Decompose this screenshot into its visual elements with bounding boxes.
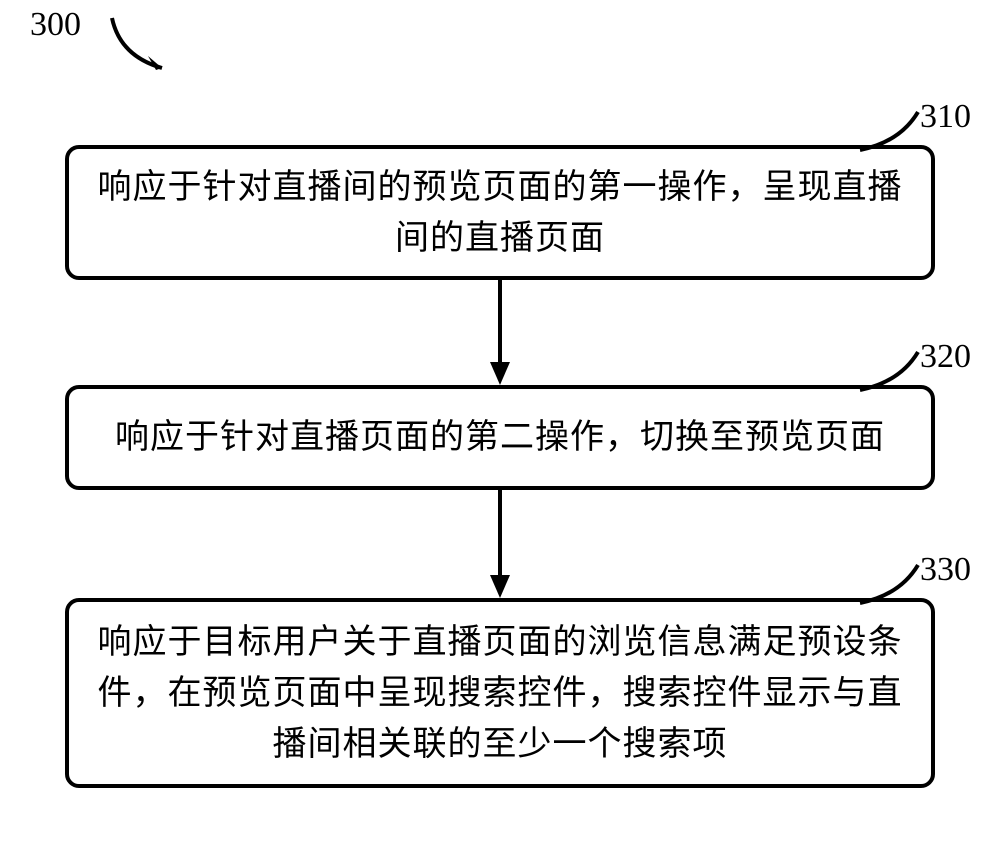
figure-ref-label: 300 xyxy=(30,8,81,42)
flow-step-320: 响应于针对直播页面的第二操作，切换至预览页面 xyxy=(65,385,935,490)
flow-step-310-text: 响应于针对直播间的预览页面的第一操作，呈现直播间的直播页面 xyxy=(87,162,913,264)
flowchart-canvas: 300 响应于针对直播间的预览页面的第一操作，呈现直播间的直播页面 310 响应… xyxy=(0,0,1000,845)
arrow-310-to-320 xyxy=(490,280,510,385)
flow-step-320-label: 320 xyxy=(920,340,971,374)
flow-step-310-label: 310 xyxy=(920,100,971,134)
flow-step-310: 响应于针对直播间的预览页面的第一操作，呈现直播间的直播页面 xyxy=(65,145,935,280)
flow-step-320-leader xyxy=(860,352,918,390)
flow-step-320-text: 响应于针对直播页面的第二操作，切换至预览页面 xyxy=(115,412,885,463)
flow-step-330-text: 响应于目标用户关于直播页面的浏览信息满足预设条件，在预览页面中呈现搜索控件，搜索… xyxy=(87,617,913,770)
flow-step-330: 响应于目标用户关于直播页面的浏览信息满足预设条件，在预览页面中呈现搜索控件，搜索… xyxy=(65,598,935,788)
flow-step-330-leader xyxy=(860,565,918,603)
arrow-320-to-330 xyxy=(490,490,510,598)
flow-step-330-label: 330 xyxy=(920,553,971,587)
flow-step-310-leader xyxy=(860,112,918,150)
figure-ref-leader xyxy=(112,18,162,68)
